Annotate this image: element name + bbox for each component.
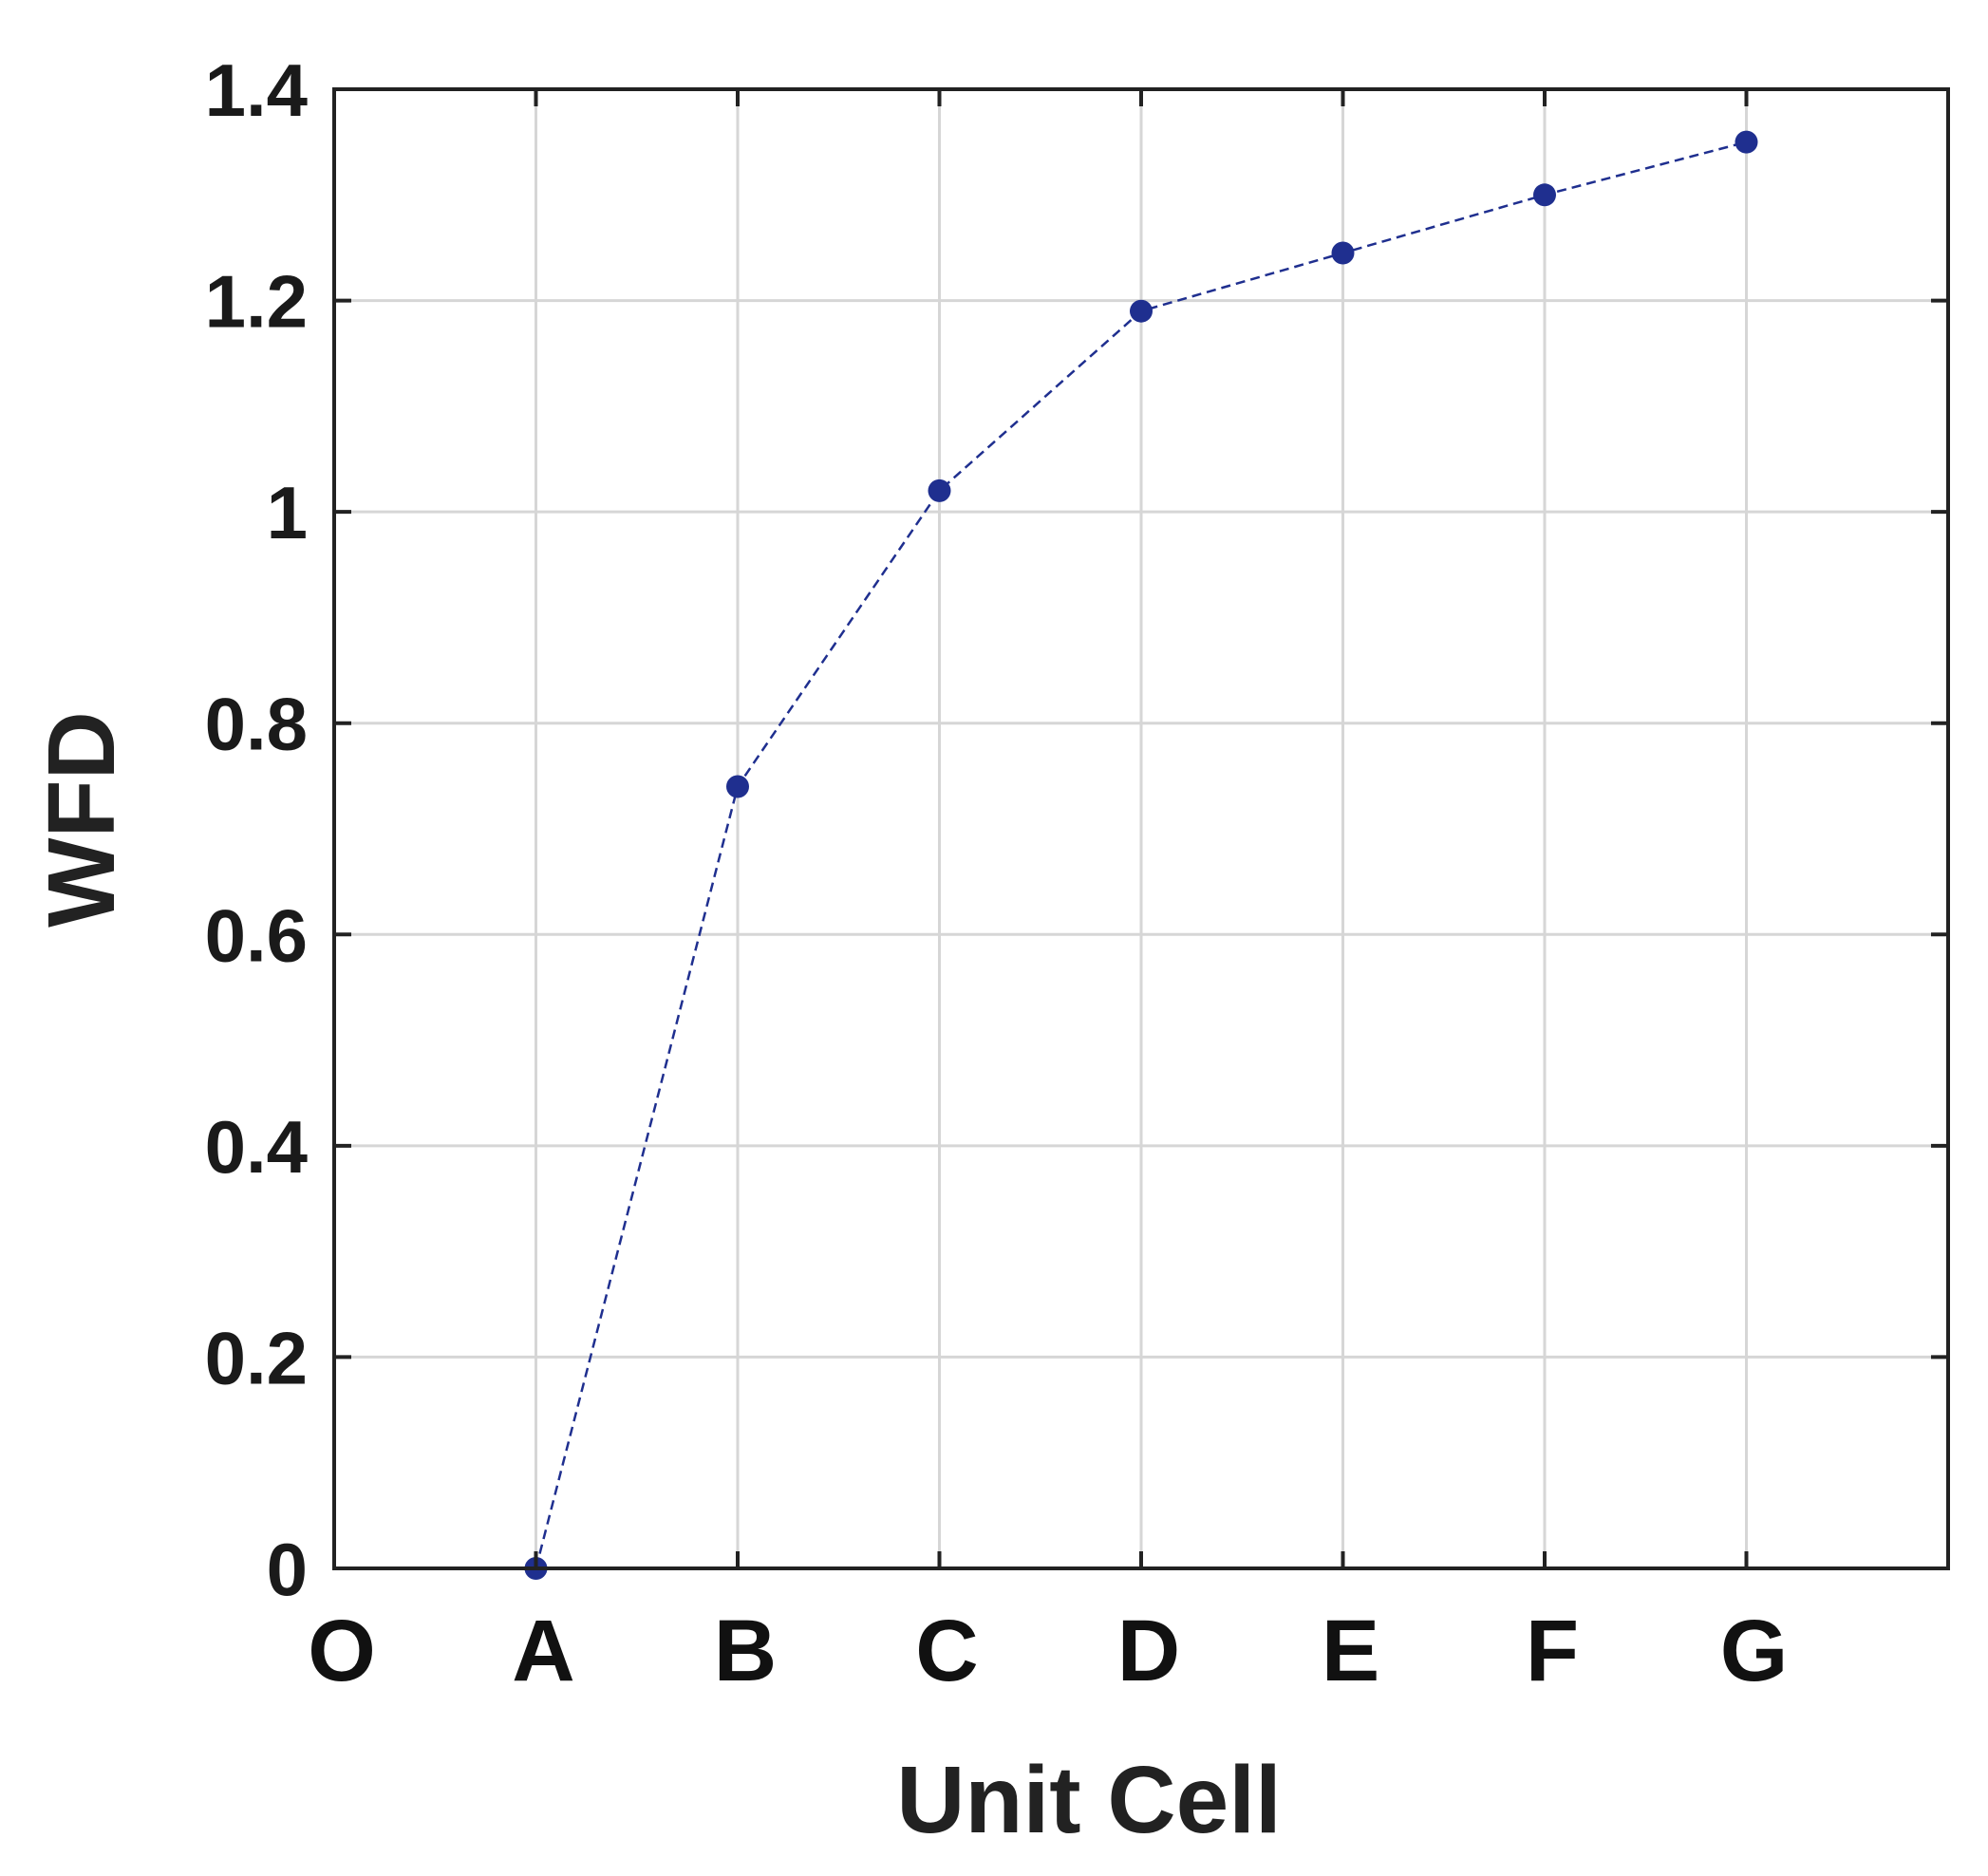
x-tick-label: B	[714, 1603, 777, 1699]
y-tick-label: 0.2	[205, 1316, 308, 1399]
y-tick-label: 0.6	[205, 893, 308, 977]
data-point	[1533, 183, 1556, 207]
data-point	[726, 775, 749, 798]
y-tick-labels: 0 0.2 0.4 0.6 0.8 1 1.2 1.4	[205, 48, 308, 1611]
y-tick-label: 0.4	[205, 1105, 308, 1189]
x-tick-label: D	[1117, 1603, 1180, 1699]
x-tick-label: E	[1322, 1603, 1379, 1699]
y-tick-label: 0	[267, 1528, 308, 1611]
x-axis-label: Unit Cell	[896, 1747, 1282, 1853]
tick-marks	[332, 87, 1948, 1570]
y-axis-label: WFD	[28, 711, 135, 928]
y-tick-label: 0.8	[205, 683, 308, 766]
x-tick-label: F	[1526, 1603, 1579, 1699]
x-tick-label: G	[1720, 1603, 1789, 1699]
y-tick-label: 1.4	[205, 48, 308, 132]
x-tick-label: O	[308, 1603, 376, 1699]
x-tick-label: C	[915, 1603, 978, 1699]
data-point	[1331, 241, 1355, 265]
y-tick-label: 1.2	[205, 260, 308, 344]
series-layer	[524, 130, 1758, 1580]
y-tick-label: 1	[267, 471, 308, 554]
data-point	[928, 478, 951, 502]
x-tick-label: A	[512, 1603, 574, 1699]
data-point	[1735, 130, 1758, 154]
data-point	[1130, 299, 1153, 323]
